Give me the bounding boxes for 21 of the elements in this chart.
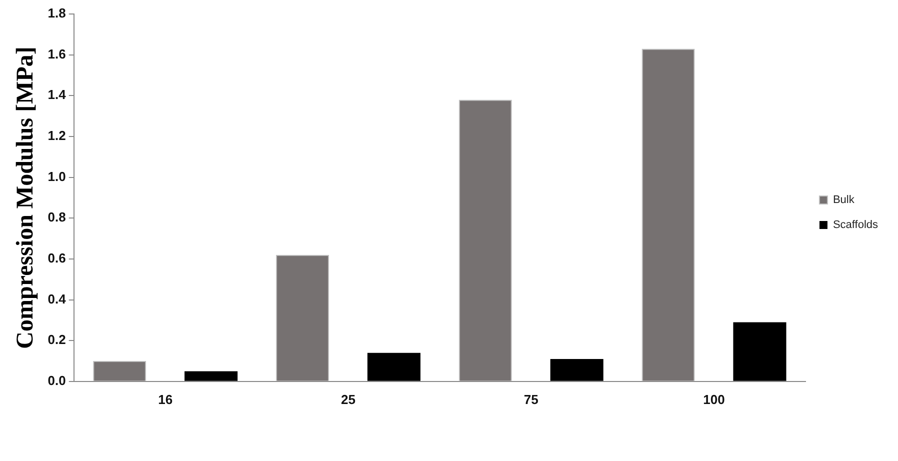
y-tick-label: 1.0: [48, 168, 66, 184]
bar: [550, 358, 604, 381]
y-tick-label: 0.6: [48, 250, 66, 266]
y-tick-label: 0.4: [48, 291, 67, 306]
bar: [367, 352, 420, 381]
y-tick-label: 0.2: [48, 332, 66, 348]
x-tick-label: 16: [158, 392, 173, 407]
y-tick-label: 1.2: [48, 128, 66, 144]
legend-label: Bulk: [832, 194, 855, 206]
y-axis-title: Compression Modulus [MPa]: [12, 46, 39, 349]
x-tick-label: 100: [703, 392, 725, 407]
x-tick-label: 25: [340, 392, 356, 407]
y-tick-label: 0.8: [48, 210, 66, 225]
y-tick-label: 1.8: [48, 6, 66, 21]
x-tick-label: 75: [524, 392, 538, 407]
y-tick-label: 1.4: [48, 87, 67, 102]
bar: [733, 322, 786, 381]
legend-label: Scaffolds: [832, 219, 878, 232]
bar: [184, 371, 238, 381]
y-tick-label: 1.6: [48, 46, 66, 62]
y-tick-label: 0.0: [48, 372, 66, 388]
